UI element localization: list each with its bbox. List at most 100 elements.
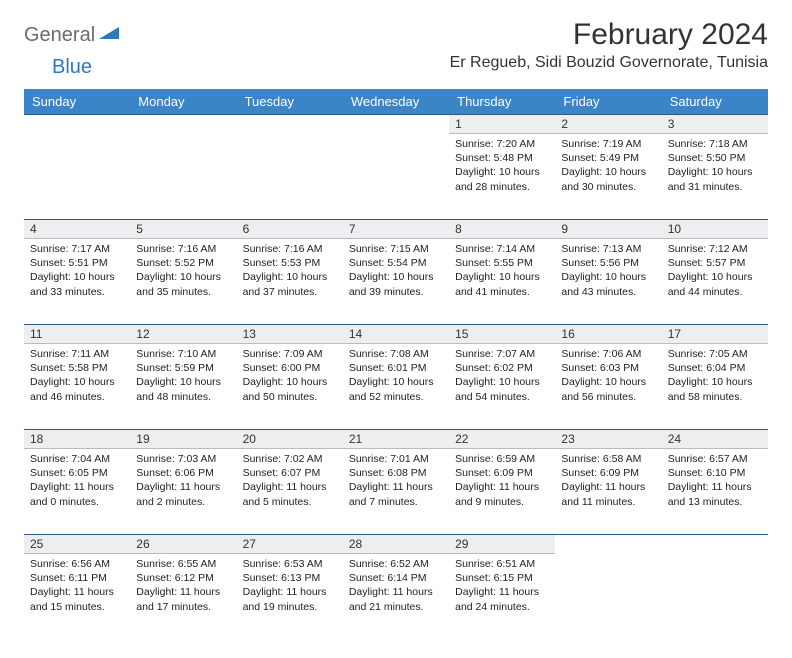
daylight-text: Daylight: 11 hours (455, 585, 549, 599)
day-number: 12 (130, 325, 236, 344)
daylight-text: Daylight: 11 hours (349, 480, 443, 494)
day-cell: Sunrise: 7:03 AMSunset: 6:06 PMDaylight:… (130, 449, 236, 535)
daylight-text-2: and 2 minutes. (136, 495, 230, 509)
weekday-header-row: Sunday Monday Tuesday Wednesday Thursday… (24, 89, 768, 115)
daylight-text-2: and 50 minutes. (243, 390, 337, 404)
day-number: 7 (343, 220, 449, 239)
sunset-text: Sunset: 6:09 PM (561, 466, 655, 480)
sunrise-text: Sunrise: 7:14 AM (455, 242, 549, 256)
daylight-text: Daylight: 10 hours (243, 375, 337, 389)
sunset-text: Sunset: 6:00 PM (243, 361, 337, 375)
daylight-text-2: and 11 minutes. (561, 495, 655, 509)
sunset-text: Sunset: 5:51 PM (30, 256, 124, 270)
day-cell: Sunrise: 7:10 AMSunset: 5:59 PMDaylight:… (130, 344, 236, 430)
day-cell: Sunrise: 7:01 AMSunset: 6:08 PMDaylight:… (343, 449, 449, 535)
sunrise-text: Sunrise: 7:07 AM (455, 347, 549, 361)
daylight-text-2: and 41 minutes. (455, 285, 549, 299)
sunrise-text: Sunrise: 7:03 AM (136, 452, 230, 466)
day-number (237, 115, 343, 134)
daylight-text-2: and 58 minutes. (668, 390, 762, 404)
daylight-text: Daylight: 10 hours (561, 375, 655, 389)
day-cell: Sunrise: 7:16 AMSunset: 5:53 PMDaylight:… (237, 239, 343, 325)
sunset-text: Sunset: 6:07 PM (243, 466, 337, 480)
daylight-text-2: and 44 minutes. (668, 285, 762, 299)
sunset-text: Sunset: 6:06 PM (136, 466, 230, 480)
day-number: 15 (449, 325, 555, 344)
daylight-text-2: and 52 minutes. (349, 390, 443, 404)
daylight-text-2: and 43 minutes. (561, 285, 655, 299)
daylight-text-2: and 13 minutes. (668, 495, 762, 509)
sunrise-text: Sunrise: 6:52 AM (349, 557, 443, 571)
sunrise-text: Sunrise: 6:56 AM (30, 557, 124, 571)
sunset-text: Sunset: 6:10 PM (668, 466, 762, 480)
day-cell: Sunrise: 7:09 AMSunset: 6:00 PMDaylight:… (237, 344, 343, 430)
daylight-text: Daylight: 10 hours (30, 270, 124, 284)
daylight-text-2: and 33 minutes. (30, 285, 124, 299)
day-data-row: Sunrise: 7:04 AMSunset: 6:05 PMDaylight:… (24, 449, 768, 535)
day-cell: Sunrise: 6:51 AMSunset: 6:15 PMDaylight:… (449, 554, 555, 640)
day-cell: Sunrise: 6:57 AMSunset: 6:10 PMDaylight:… (662, 449, 768, 535)
sunset-text: Sunset: 5:58 PM (30, 361, 124, 375)
day-number: 2 (555, 115, 661, 134)
weekday-header: Tuesday (237, 89, 343, 115)
day-number: 5 (130, 220, 236, 239)
sunset-text: Sunset: 5:54 PM (349, 256, 443, 270)
logo-word2: Blue (52, 56, 92, 78)
day-number: 26 (130, 535, 236, 554)
day-cell: Sunrise: 6:52 AMSunset: 6:14 PMDaylight:… (343, 554, 449, 640)
sunrise-text: Sunrise: 6:58 AM (561, 452, 655, 466)
sunset-text: Sunset: 5:56 PM (561, 256, 655, 270)
sunset-text: Sunset: 5:48 PM (455, 151, 549, 165)
sunset-text: Sunset: 6:12 PM (136, 571, 230, 585)
day-cell: Sunrise: 6:59 AMSunset: 6:09 PMDaylight:… (449, 449, 555, 535)
sunset-text: Sunset: 5:59 PM (136, 361, 230, 375)
daylight-text-2: and 30 minutes. (561, 180, 655, 194)
daylight-text-2: and 37 minutes. (243, 285, 337, 299)
day-cell: Sunrise: 7:19 AMSunset: 5:49 PMDaylight:… (555, 134, 661, 220)
day-number: 20 (237, 430, 343, 449)
sunrise-text: Sunrise: 7:08 AM (349, 347, 443, 361)
sunrise-text: Sunrise: 6:51 AM (455, 557, 549, 571)
day-number: 3 (662, 115, 768, 134)
day-cell (130, 134, 236, 220)
sunrise-text: Sunrise: 6:53 AM (243, 557, 337, 571)
daylight-text: Daylight: 10 hours (668, 375, 762, 389)
daylight-text: Daylight: 11 hours (136, 480, 230, 494)
sunset-text: Sunset: 5:49 PM (561, 151, 655, 165)
sunrise-text: Sunrise: 7:04 AM (30, 452, 124, 466)
sunrise-text: Sunrise: 7:13 AM (561, 242, 655, 256)
day-number (555, 535, 661, 554)
sunrise-text: Sunrise: 7:19 AM (561, 137, 655, 151)
day-number: 6 (237, 220, 343, 239)
day-number (24, 115, 130, 134)
day-number: 29 (449, 535, 555, 554)
daylight-text: Daylight: 10 hours (136, 270, 230, 284)
daylight-text: Daylight: 10 hours (668, 270, 762, 284)
daylight-text: Daylight: 10 hours (136, 375, 230, 389)
sunrise-text: Sunrise: 7:16 AM (136, 242, 230, 256)
daylight-text: Daylight: 11 hours (243, 480, 337, 494)
daylight-text: Daylight: 11 hours (136, 585, 230, 599)
sunrise-text: Sunrise: 7:12 AM (668, 242, 762, 256)
sunrise-text: Sunrise: 7:16 AM (243, 242, 337, 256)
weekday-header: Thursday (449, 89, 555, 115)
day-data-row: Sunrise: 7:11 AMSunset: 5:58 PM Daylight:… (24, 344, 768, 430)
daylight-text-2: and 28 minutes. (455, 180, 549, 194)
day-cell: Sunrise: 7:18 AMSunset: 5:50 PMDaylight:… (662, 134, 768, 220)
sunset-text: Sunset: 6:01 PM (349, 361, 443, 375)
sunrise-text: Sunrise: 7:11 AM (30, 347, 124, 361)
location: Er Regueb, Sidi Bouzid Governorate, Tuni… (450, 54, 768, 72)
day-number: 21 (343, 430, 449, 449)
sunrise-text: Sunrise: 7:15 AM (349, 242, 443, 256)
daylight-text: Daylight: 11 hours (30, 480, 124, 494)
sunset-text: Sunset: 6:13 PM (243, 571, 337, 585)
title-block: February 2024 Er Regueb, Sidi Bouzid Gov… (450, 18, 768, 72)
day-cell: Sunrise: 7:20 AMSunset: 5:48 PMDaylight:… (449, 134, 555, 220)
daylight-text: Daylight: 10 hours (668, 165, 762, 179)
day-cell: Sunrise: 6:55 AMSunset: 6:12 PMDaylight:… (130, 554, 236, 640)
day-number: 11 (24, 325, 130, 344)
day-cell (555, 554, 661, 640)
sunrise-text: Sunrise: 7:06 AM (561, 347, 655, 361)
daylight-text: Daylight: 10 hours (561, 270, 655, 284)
weekday-header: Sunday (24, 89, 130, 115)
